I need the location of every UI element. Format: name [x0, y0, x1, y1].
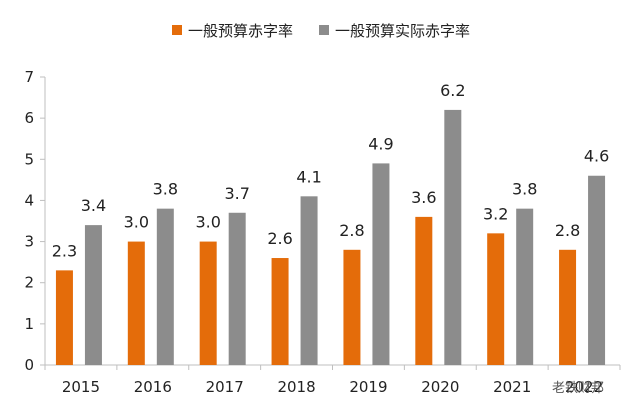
legend-label-actual: 一般预算实际赤字率	[335, 22, 470, 40]
data-label-actual: 4.1	[296, 167, 321, 186]
data-label-budget: 3.0	[124, 213, 149, 232]
bar-budget	[199, 241, 217, 365]
data-label-budget: 2.8	[339, 221, 364, 240]
bars	[55, 109, 606, 366]
data-label-actual: 3.8	[512, 180, 537, 199]
x-tick-label: 2021	[493, 378, 531, 396]
data-labels: 2.3 3.0 3.0 2.6 2.8 3.6 3.2 2.8 3.4 3.8 3.7 4.1 4.9 6…	[52, 81, 610, 260]
y-tick-label: 4	[24, 191, 34, 209]
data-label-actual: 6.2	[440, 81, 465, 100]
data-label-actual: 3.4	[81, 196, 106, 215]
y-tick-label: 5	[24, 150, 34, 168]
data-label-budget: 2.8	[555, 221, 580, 240]
x-tick-label: 2017	[206, 378, 244, 396]
bar-actual	[588, 175, 606, 365]
x-tick-label: 2020	[421, 378, 459, 396]
legend-label-budget: 一般预算赤字率	[188, 22, 293, 40]
legend: 一般预算赤字率 一般预算实际赤字率	[172, 22, 470, 40]
watermark: 老铁财邦	[552, 381, 604, 396]
x-axis: 2015 2016 2017 2018 2019 2020 2021 2022	[44, 364, 621, 396]
x-tick-label: 2019	[349, 378, 387, 396]
bar-actual	[444, 109, 462, 366]
bar-budget	[271, 258, 289, 365]
bar-budget	[343, 249, 361, 365]
bar-budget	[55, 270, 73, 365]
y-axis: 0 1 2 3 4 5 6 7	[24, 68, 46, 374]
y-tick-label: 1	[24, 315, 34, 333]
bar-actual	[156, 208, 174, 365]
legend-swatch-actual	[319, 25, 329, 35]
data-label-budget: 2.6	[267, 229, 292, 248]
data-label-budget: 2.3	[52, 241, 77, 260]
y-tick-label: 3	[24, 233, 34, 251]
bar-budget	[415, 216, 433, 365]
bar-actual	[372, 163, 390, 365]
y-tick-label: 7	[24, 68, 34, 86]
data-label-budget: 3.6	[411, 188, 436, 207]
y-tick-label: 2	[24, 274, 34, 292]
data-label-actual: 3.7	[224, 184, 249, 203]
data-label-actual: 4.6	[584, 147, 609, 166]
bar-actual	[228, 212, 246, 365]
x-tick-label: 2022	[565, 378, 603, 396]
bar-budget	[127, 241, 145, 365]
data-label-actual: 4.9	[368, 134, 393, 153]
data-label-actual: 3.8	[153, 180, 178, 199]
bar-actual	[516, 208, 534, 365]
bar-actual	[84, 225, 102, 365]
data-label-budget: 3.2	[483, 204, 508, 223]
bar-budget	[559, 249, 577, 365]
x-tick-label: 2018	[277, 378, 315, 396]
x-tick-label: 2015	[62, 378, 100, 396]
y-tick-label: 0	[24, 356, 34, 374]
x-tick-label: 2016	[134, 378, 172, 396]
y-tick-label: 6	[24, 109, 34, 127]
bar-actual	[300, 196, 318, 365]
data-label-budget: 3.0	[195, 213, 220, 232]
legend-swatch-budget	[172, 25, 182, 35]
bar-budget	[487, 233, 505, 365]
